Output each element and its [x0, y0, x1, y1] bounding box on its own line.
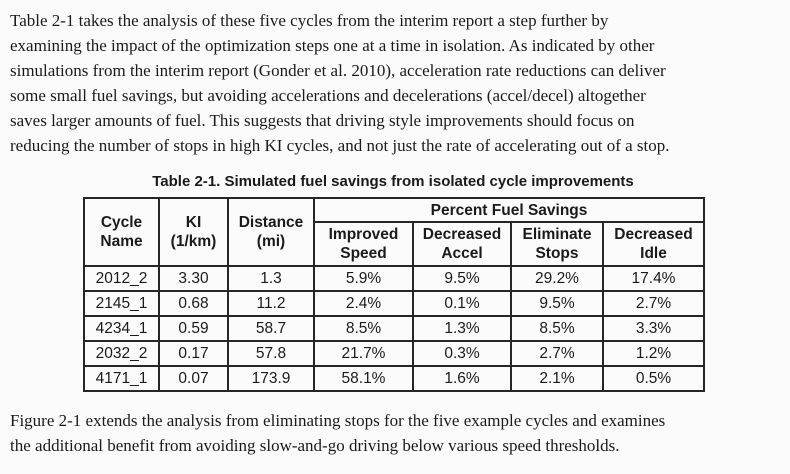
cell-decreased-accel: 1.3% — [412, 315, 512, 342]
cell-decreased-idle: 3.3% — [602, 315, 705, 342]
table-caption: Table 2-1. Simulated fuel savings from i… — [152, 173, 634, 190]
cell-cycle-name: 2012_2 — [83, 265, 160, 292]
cell-cycle-name: 2032_2 — [83, 340, 160, 367]
text-line: reducing the number of stops in high KI … — [10, 136, 670, 155]
cell-eliminate-stops: 2.7% — [510, 340, 604, 367]
document-page: Table 2-1 takes the analysis of these fi… — [10, 8, 782, 458]
fuel-savings-table: Cycle Name KI (1/km) Distance (mi) Perce… — [83, 197, 705, 392]
header-row-sub: Improved Speed Decreased Accel Eliminate… — [84, 221, 705, 267]
paragraph-2: Figure 2-1 extends the analysis from eli… — [10, 408, 782, 458]
col-header-improved-speed: Improved Speed — [313, 221, 414, 267]
cell-ki: 0.68 — [158, 290, 229, 317]
cell-decreased-accel: 0.3% — [412, 340, 512, 367]
table-row: 4234_1 0.59 58.7 8.5% 1.3% 8.5% 3.3% — [83, 315, 705, 342]
table-row: 2145_1 0.68 11.2 2.4% 0.1% 9.5% 2.7% — [83, 290, 705, 317]
cell-cycle-name: 4171_1 — [83, 365, 160, 392]
text-line: simulations from the interim report (Gon… — [10, 61, 666, 80]
table-row: 4171_1 0.07 173.9 58.1% 1.6% 2.1% 0.5% — [83, 365, 705, 392]
text-line: Figure 2-1 extends the analysis from eli… — [10, 411, 666, 430]
header-row-group: Cycle Name KI (1/km) Distance (mi) Perce… — [83, 197, 705, 267]
cell-eliminate-stops: 9.5% — [510, 290, 604, 317]
cell-distance: 173.9 — [227, 365, 315, 392]
cell-distance: 57.8 — [227, 340, 315, 367]
cell-eliminate-stops: 29.2% — [510, 265, 604, 292]
paragraph-1: Table 2-1 takes the analysis of these fi… — [10, 8, 782, 158]
text-line: the additional benefit from avoiding slo… — [10, 436, 620, 455]
col-header-eliminate-stops: Eliminate Stops — [510, 221, 604, 267]
table-row: 2032_2 0.17 57.8 21.7% 0.3% 2.7% 1.2% — [83, 340, 705, 367]
cell-decreased-idle: 0.5% — [602, 365, 705, 392]
cell-improved-speed: 8.5% — [313, 315, 414, 342]
cell-eliminate-stops: 8.5% — [510, 315, 604, 342]
col-header-percent-fuel-savings: Percent Fuel Savings — [313, 197, 705, 223]
cell-eliminate-stops: 2.1% — [510, 365, 604, 392]
cell-cycle-name: 2145_1 — [83, 290, 160, 317]
col-header-decreased-idle: Decreased Idle — [602, 221, 705, 267]
cell-improved-speed: 5.9% — [313, 265, 414, 292]
col-header-distance: Distance (mi) — [227, 197, 315, 267]
cell-decreased-idle: 17.4% — [602, 265, 705, 292]
table-row: 2012_2 3.30 1.3 5.9% 9.5% 29.2% 17.4% — [83, 265, 705, 292]
col-header-ki: KI (1/km) — [158, 197, 229, 267]
col-header-cycle-name: Cycle Name — [83, 197, 160, 267]
cell-ki: 0.17 — [158, 340, 229, 367]
cell-ki: 0.59 — [158, 315, 229, 342]
cell-cycle-name: 4234_1 — [83, 315, 160, 342]
text-line: examining the impact of the optimization… — [10, 36, 655, 55]
cell-improved-speed: 58.1% — [313, 365, 414, 392]
col-header-decreased-accel: Decreased Accel — [412, 221, 512, 267]
cell-decreased-idle: 2.7% — [602, 290, 705, 317]
cell-ki: 3.30 — [158, 265, 229, 292]
cell-decreased-accel: 0.1% — [412, 290, 512, 317]
cell-decreased-accel: 1.6% — [412, 365, 512, 392]
cell-decreased-accel: 9.5% — [412, 265, 512, 292]
cell-distance: 1.3 — [227, 265, 315, 292]
cell-decreased-idle: 1.2% — [602, 340, 705, 367]
text-line: saves larger amounts of fuel. This sugge… — [10, 111, 635, 130]
cell-improved-speed: 2.4% — [313, 290, 414, 317]
text-line: Table 2-1 takes the analysis of these fi… — [10, 11, 609, 30]
cell-distance: 58.7 — [227, 315, 315, 342]
text-line: some small fuel savings, but avoiding ac… — [10, 86, 646, 105]
cell-improved-speed: 21.7% — [313, 340, 414, 367]
cell-distance: 11.2 — [227, 290, 315, 317]
cell-ki: 0.07 — [158, 365, 229, 392]
